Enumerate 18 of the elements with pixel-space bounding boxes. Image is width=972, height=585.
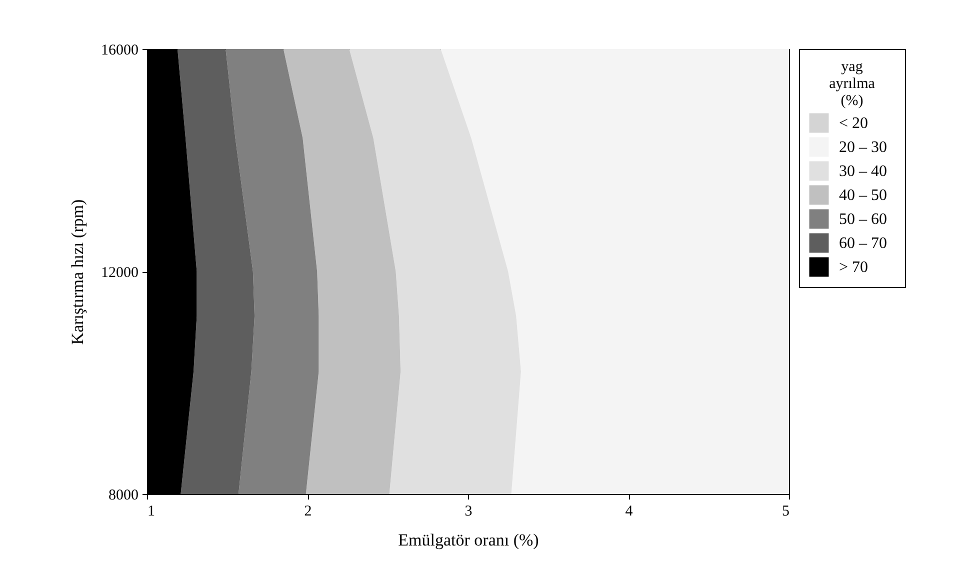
legend-label: 30 – 40	[839, 163, 887, 180]
x-tick-label: 3	[464, 504, 472, 520]
x-tick-label: 5	[782, 504, 790, 520]
legend-label: 20 – 30	[839, 139, 887, 156]
legend-label: < 20	[839, 115, 868, 132]
x-tick-label: 4	[625, 504, 634, 520]
y-axis-title: Karıştırma hızı (rpm)	[68, 199, 87, 345]
x-tick-label: 1	[148, 504, 155, 520]
y-tick-label: 12000	[101, 265, 138, 281]
y-tick-label: 16000	[101, 42, 138, 58]
x-axis-title: Emülgatör oranı (%)	[398, 530, 539, 550]
y-tick-label: 8000	[108, 488, 138, 504]
legend-label: 40 – 50	[839, 187, 887, 204]
legend-label: 50 – 60	[839, 211, 887, 228]
x-tick-label: 2	[304, 504, 312, 520]
legend-label: 60 – 70	[839, 235, 887, 252]
legend-label: > 70	[839, 259, 868, 276]
legend-title: yag ayrılma (%)	[829, 59, 876, 109]
